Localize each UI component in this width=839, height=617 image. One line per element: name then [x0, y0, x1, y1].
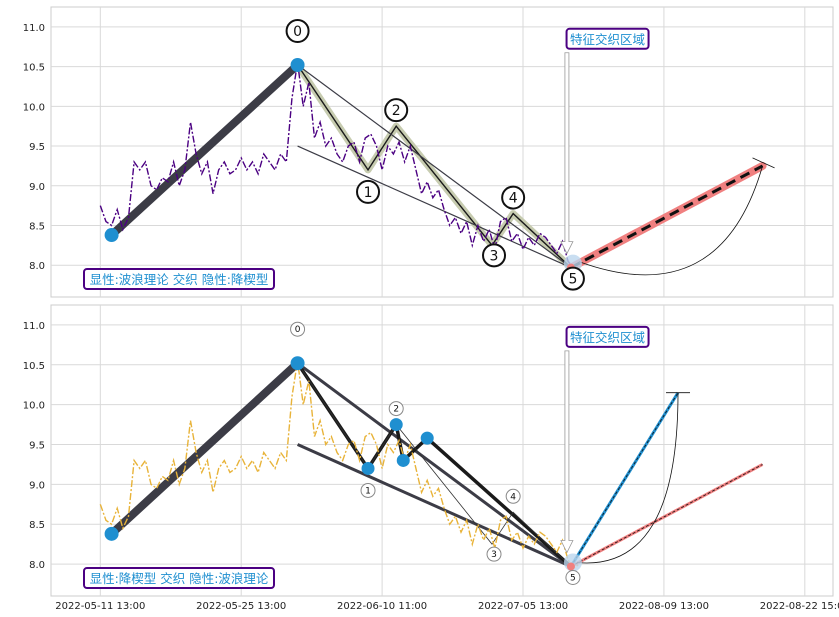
- wave-label-circle: [505, 488, 521, 504]
- price-series: [99, 360, 580, 570]
- start-marker: [104, 228, 119, 243]
- wave-label-text: 0: [293, 24, 302, 40]
- wave-label-circle: [360, 482, 376, 498]
- x-tick-label: 2022-07-05 13:00: [478, 601, 568, 612]
- wave-label-circle: [388, 401, 404, 417]
- wave-label-circle: [285, 19, 310, 43]
- plot-area: [50, 6, 834, 298]
- lower-trendline: [297, 145, 572, 269]
- wave-label-text: 5: [568, 272, 577, 288]
- x-tick-label: 2022-08-09 13:00: [619, 601, 709, 612]
- peak-marker: [290, 356, 305, 371]
- wave-label-text: 2: [393, 405, 399, 415]
- wave-label-text: 2: [392, 103, 401, 119]
- wave-label-circle: [486, 546, 502, 562]
- wave-label-circle: [384, 98, 409, 123]
- x-tick-label: 2022-08-22 15:00: [760, 601, 839, 612]
- projection-arc: [578, 165, 763, 276]
- panel-label-box: [83, 268, 275, 290]
- y-tick-label: 9.0: [29, 182, 45, 193]
- wave-label-circle: [290, 321, 306, 337]
- wave-label-circle: [482, 243, 507, 268]
- wave-label-circle: [565, 570, 581, 586]
- wave-label-circle: [501, 185, 526, 210]
- wave-label-circle: [356, 179, 381, 204]
- annotation-text: 特征交织区域: [570, 330, 645, 345]
- y-tick-label: 11.0: [23, 321, 45, 332]
- wedge-marker: [420, 431, 434, 445]
- wave-label-text: 4: [509, 191, 518, 207]
- wave-label-circle: [560, 266, 585, 291]
- annotation-arrow: [560, 350, 574, 554]
- upper-trendline: [296, 361, 572, 568]
- panel-label-text: 显性:波浪理论 交织 隐性:降楔型: [90, 272, 269, 287]
- panel-label-box: [83, 567, 275, 589]
- y-tick-label: 11.0: [23, 23, 45, 34]
- price-series: [99, 62, 580, 271]
- bottom-panel: 8.0 8.5 9.0 9.5 10.0 10.5 11.0 2022-05-11 13:00…: [23, 304, 839, 612]
- wedge-marker: [389, 418, 403, 432]
- x-tick-label: 2022-05-11 13:00: [55, 601, 145, 612]
- projection-cap: [752, 157, 775, 169]
- wave-label-text: 3: [491, 550, 497, 560]
- y-tick-label: 8.0: [29, 261, 45, 272]
- end-marker: [566, 562, 575, 571]
- lower-trendline: [296, 443, 572, 568]
- wave-label-text: 0: [295, 325, 301, 335]
- wave-label-text: 1: [364, 185, 373, 201]
- upper-trendline: [297, 64, 572, 269]
- start-marker: [104, 526, 119, 541]
- peak-marker: [290, 58, 305, 72]
- wave-label-text: 3: [490, 248, 499, 264]
- projection-red-dashed: [570, 464, 763, 567]
- projection-dashed: [570, 164, 764, 269]
- annotation-arrow: [560, 52, 574, 255]
- wedge-marker: [361, 461, 375, 475]
- y-tick-label: 8.5: [29, 221, 45, 232]
- y-tick-label: 10.0: [23, 102, 45, 113]
- impulse-line: [107, 359, 302, 538]
- projection-blue-dashed: [570, 392, 679, 567]
- annotation-box: [565, 27, 650, 50]
- y-tick-label: 8.5: [29, 520, 45, 531]
- top-panel: 8.0 8.5 9.0 9.5 10.0 10.5 11.0 0 1 2 3 4 5 特征交织区域显性:波…: [23, 6, 834, 298]
- y-tick-label: 10.0: [23, 401, 45, 412]
- wave-label-text: 4: [510, 492, 516, 502]
- wave-label-text: 5: [570, 574, 576, 584]
- wedge-marker: [396, 453, 410, 467]
- x-tick-label: 2022-06-10 11:00: [337, 601, 427, 612]
- wave-label-text: 1: [365, 486, 371, 496]
- annotation-text: 特征交织区域: [570, 32, 645, 47]
- x-tick-label: 2022-05-25 13:00: [196, 601, 286, 612]
- y-tick-label: 8.0: [29, 560, 45, 571]
- y-tick-label: 10.5: [23, 361, 45, 372]
- annotation-box: [565, 325, 650, 348]
- projection-arc: [576, 392, 679, 564]
- y-tick-label: 9.0: [29, 480, 45, 491]
- y-tick-label: 10.5: [23, 63, 45, 74]
- panel-label-text: 显性:降楔型 交织 隐性:波浪理论: [90, 571, 269, 586]
- y-tick-label: 9.5: [29, 142, 45, 153]
- y-tick-label: 9.5: [29, 441, 45, 452]
- impulse-line: [107, 61, 302, 240]
